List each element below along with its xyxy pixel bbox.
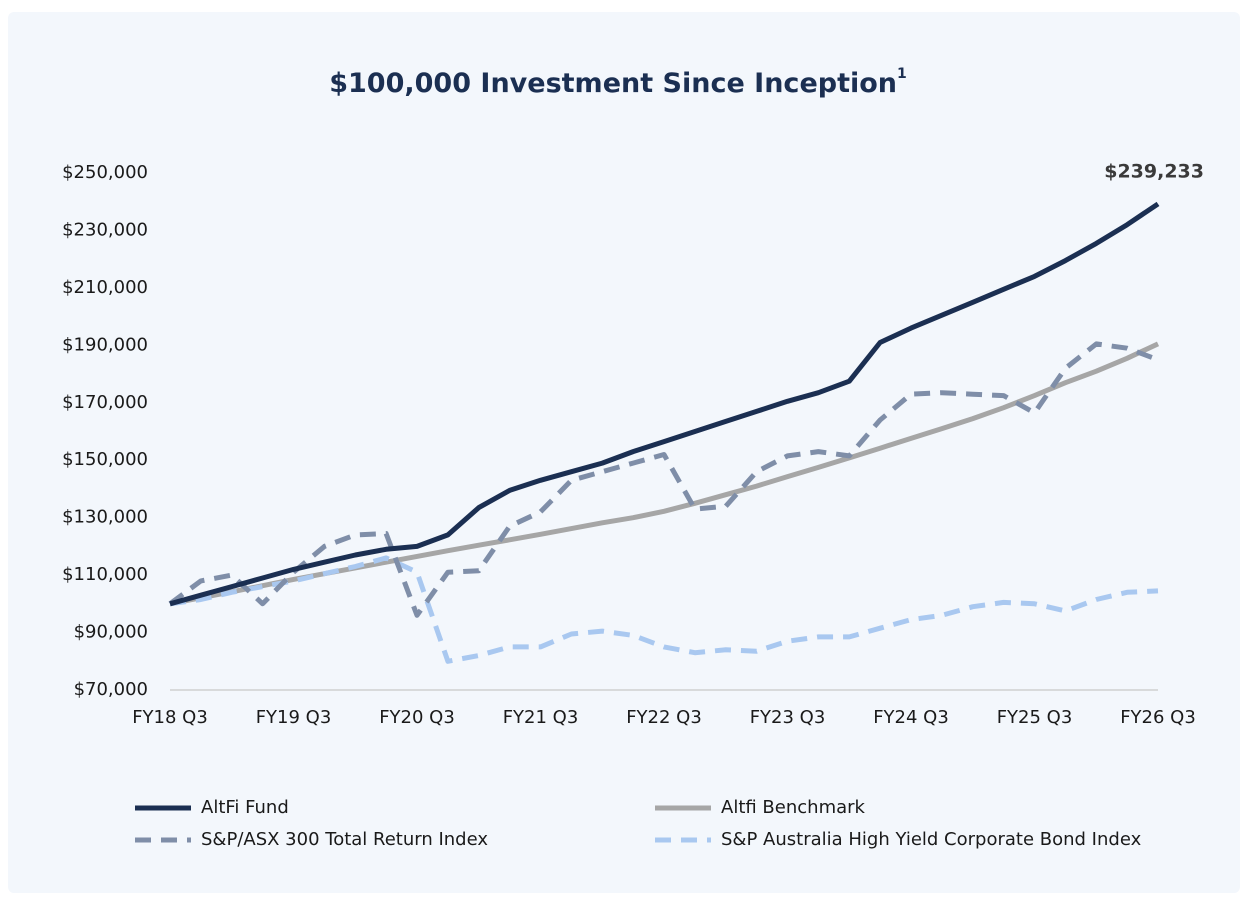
y-tick-label: $110,000 bbox=[62, 564, 148, 585]
x-tick-label: FY26 Q3 bbox=[1120, 707, 1196, 728]
x-tick-label: FY25 Q3 bbox=[997, 707, 1073, 728]
x-tick-label: FY22 Q3 bbox=[626, 707, 702, 728]
title-note: 1 bbox=[897, 66, 907, 82]
y-tick-label: $170,000 bbox=[62, 392, 148, 413]
y-tick-label: $250,000 bbox=[62, 162, 148, 183]
series-line bbox=[169, 555, 1159, 664]
x-tick-label: FY20 Q3 bbox=[379, 707, 455, 728]
y-tick-label: $230,000 bbox=[62, 219, 148, 240]
series-line bbox=[168, 341, 1159, 618]
x-tick-label: FY24 Q3 bbox=[873, 707, 949, 728]
y-tick-label: $190,000 bbox=[62, 334, 148, 355]
x-tick-label: FY23 Q3 bbox=[750, 707, 826, 728]
series-line bbox=[169, 201, 1160, 607]
y-tick-label: $210,000 bbox=[62, 277, 148, 298]
legend-label: S&P/ASX 300 Total Return Index bbox=[201, 829, 488, 850]
y-tick-label: $130,000 bbox=[62, 507, 148, 528]
x-tick-label: FY18 Q3 bbox=[132, 707, 208, 728]
chart-title: $100,000 Investment Since Inception1 bbox=[329, 66, 907, 99]
legend-label: Altfi Benchmark bbox=[721, 797, 866, 818]
y-tick-label: $90,000 bbox=[74, 622, 148, 643]
title-text: $100,000 Investment Since Inception bbox=[329, 68, 897, 99]
annotation: $239,233 bbox=[1104, 161, 1204, 183]
legend-label: AltFi Fund bbox=[201, 797, 289, 818]
y-tick-label: $150,000 bbox=[62, 449, 148, 470]
legend-label: S&P Australia High Yield Corporate Bond … bbox=[721, 829, 1142, 850]
x-tick-label: FY19 Q3 bbox=[256, 707, 332, 728]
x-tick-label: FY21 Q3 bbox=[503, 707, 579, 728]
y-tick-label: $70,000 bbox=[74, 679, 148, 700]
